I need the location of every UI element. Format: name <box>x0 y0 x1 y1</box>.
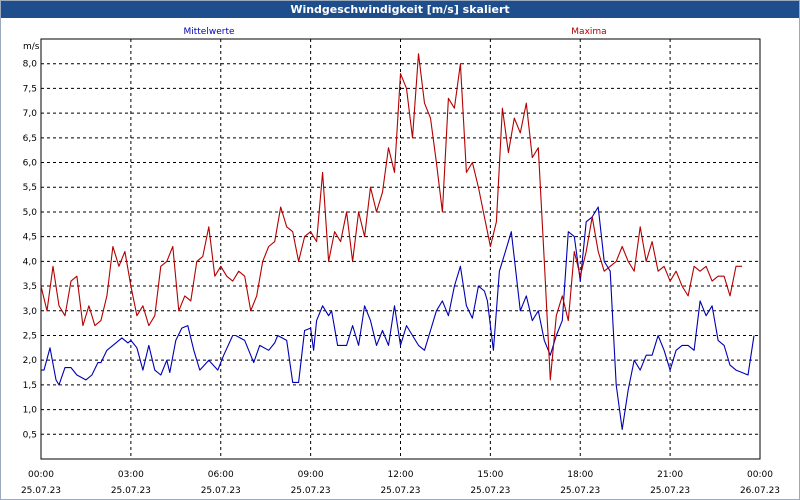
y-tick-label: 1,5 <box>23 381 37 391</box>
x-axis: 00:00 25.07.23 03:00 25.07.23 06:00 25.07.23 0… <box>21 470 780 496</box>
x-tick-time: 06:00 <box>208 470 234 480</box>
x-tick-date: 25.07.23 <box>201 486 241 496</box>
y-tick-label: 4,0 <box>23 257 38 267</box>
series-group <box>40 53 755 430</box>
y-axis-label: m/s <box>23 42 40 52</box>
y-tick-label: 7,5 <box>23 84 37 94</box>
x-tick-time: 00:00 <box>28 470 54 480</box>
y-tick-label: 7,0 <box>23 109 38 119</box>
x-tick-date: 25.07.23 <box>291 486 331 496</box>
y-tick-label: 3,5 <box>23 282 37 292</box>
x-tick-time: 03:00 <box>118 470 144 480</box>
y-tick-label: 2,0 <box>23 356 38 366</box>
x-tick-time: 12:00 <box>388 470 414 480</box>
y-tick-label: 5,5 <box>23 183 37 193</box>
x-tick-time: 18:00 <box>567 470 593 480</box>
y-axis: 0,5 1,0 1,5 2,0 2,5 3,0 3,5 4,0 4,5 5,0 5,5 6,0 6,5 7… <box>23 60 38 441</box>
chart-title: Windgeschwindigkeit [m/s] skaliert <box>1 1 799 18</box>
plot-area <box>40 38 761 460</box>
x-tick-date: 25.07.23 <box>650 486 690 496</box>
series-line-maxima <box>40 53 742 381</box>
x-tick-time: 09:00 <box>298 470 324 480</box>
x-tick-time: 00:00 <box>747 470 773 480</box>
x-tick-time: 21:00 <box>657 470 683 480</box>
series-line-mittelwerte <box>41 206 755 430</box>
y-tick-label: 2,5 <box>23 331 37 341</box>
y-tick-label: 4,5 <box>23 233 37 243</box>
y-tick-label: 3,0 <box>23 307 38 317</box>
y-tick-label: 6,5 <box>23 134 37 144</box>
y-tick-label: 0,5 <box>23 430 37 440</box>
x-tick-date: 25.07.23 <box>560 486 600 496</box>
legend-maxima: Maxima <box>571 27 606 37</box>
grid <box>41 39 760 459</box>
y-tick-label: 1,0 <box>23 406 38 416</box>
x-tick-date: 25.07.23 <box>21 486 61 496</box>
x-tick-date: 25.07.23 <box>470 486 510 496</box>
x-tick-time: 15:00 <box>477 470 503 480</box>
y-tick-label: 5,0 <box>23 208 38 218</box>
x-tick-date: 26.07.23 <box>740 486 780 496</box>
x-tick-date: 25.07.23 <box>380 486 420 496</box>
y-tick-label: 8,0 <box>23 60 38 70</box>
y-tick-label: 6,0 <box>23 159 38 169</box>
legend-mittelwerte: Mittelwerte <box>183 27 234 37</box>
x-tick-date: 25.07.23 <box>111 486 151 496</box>
